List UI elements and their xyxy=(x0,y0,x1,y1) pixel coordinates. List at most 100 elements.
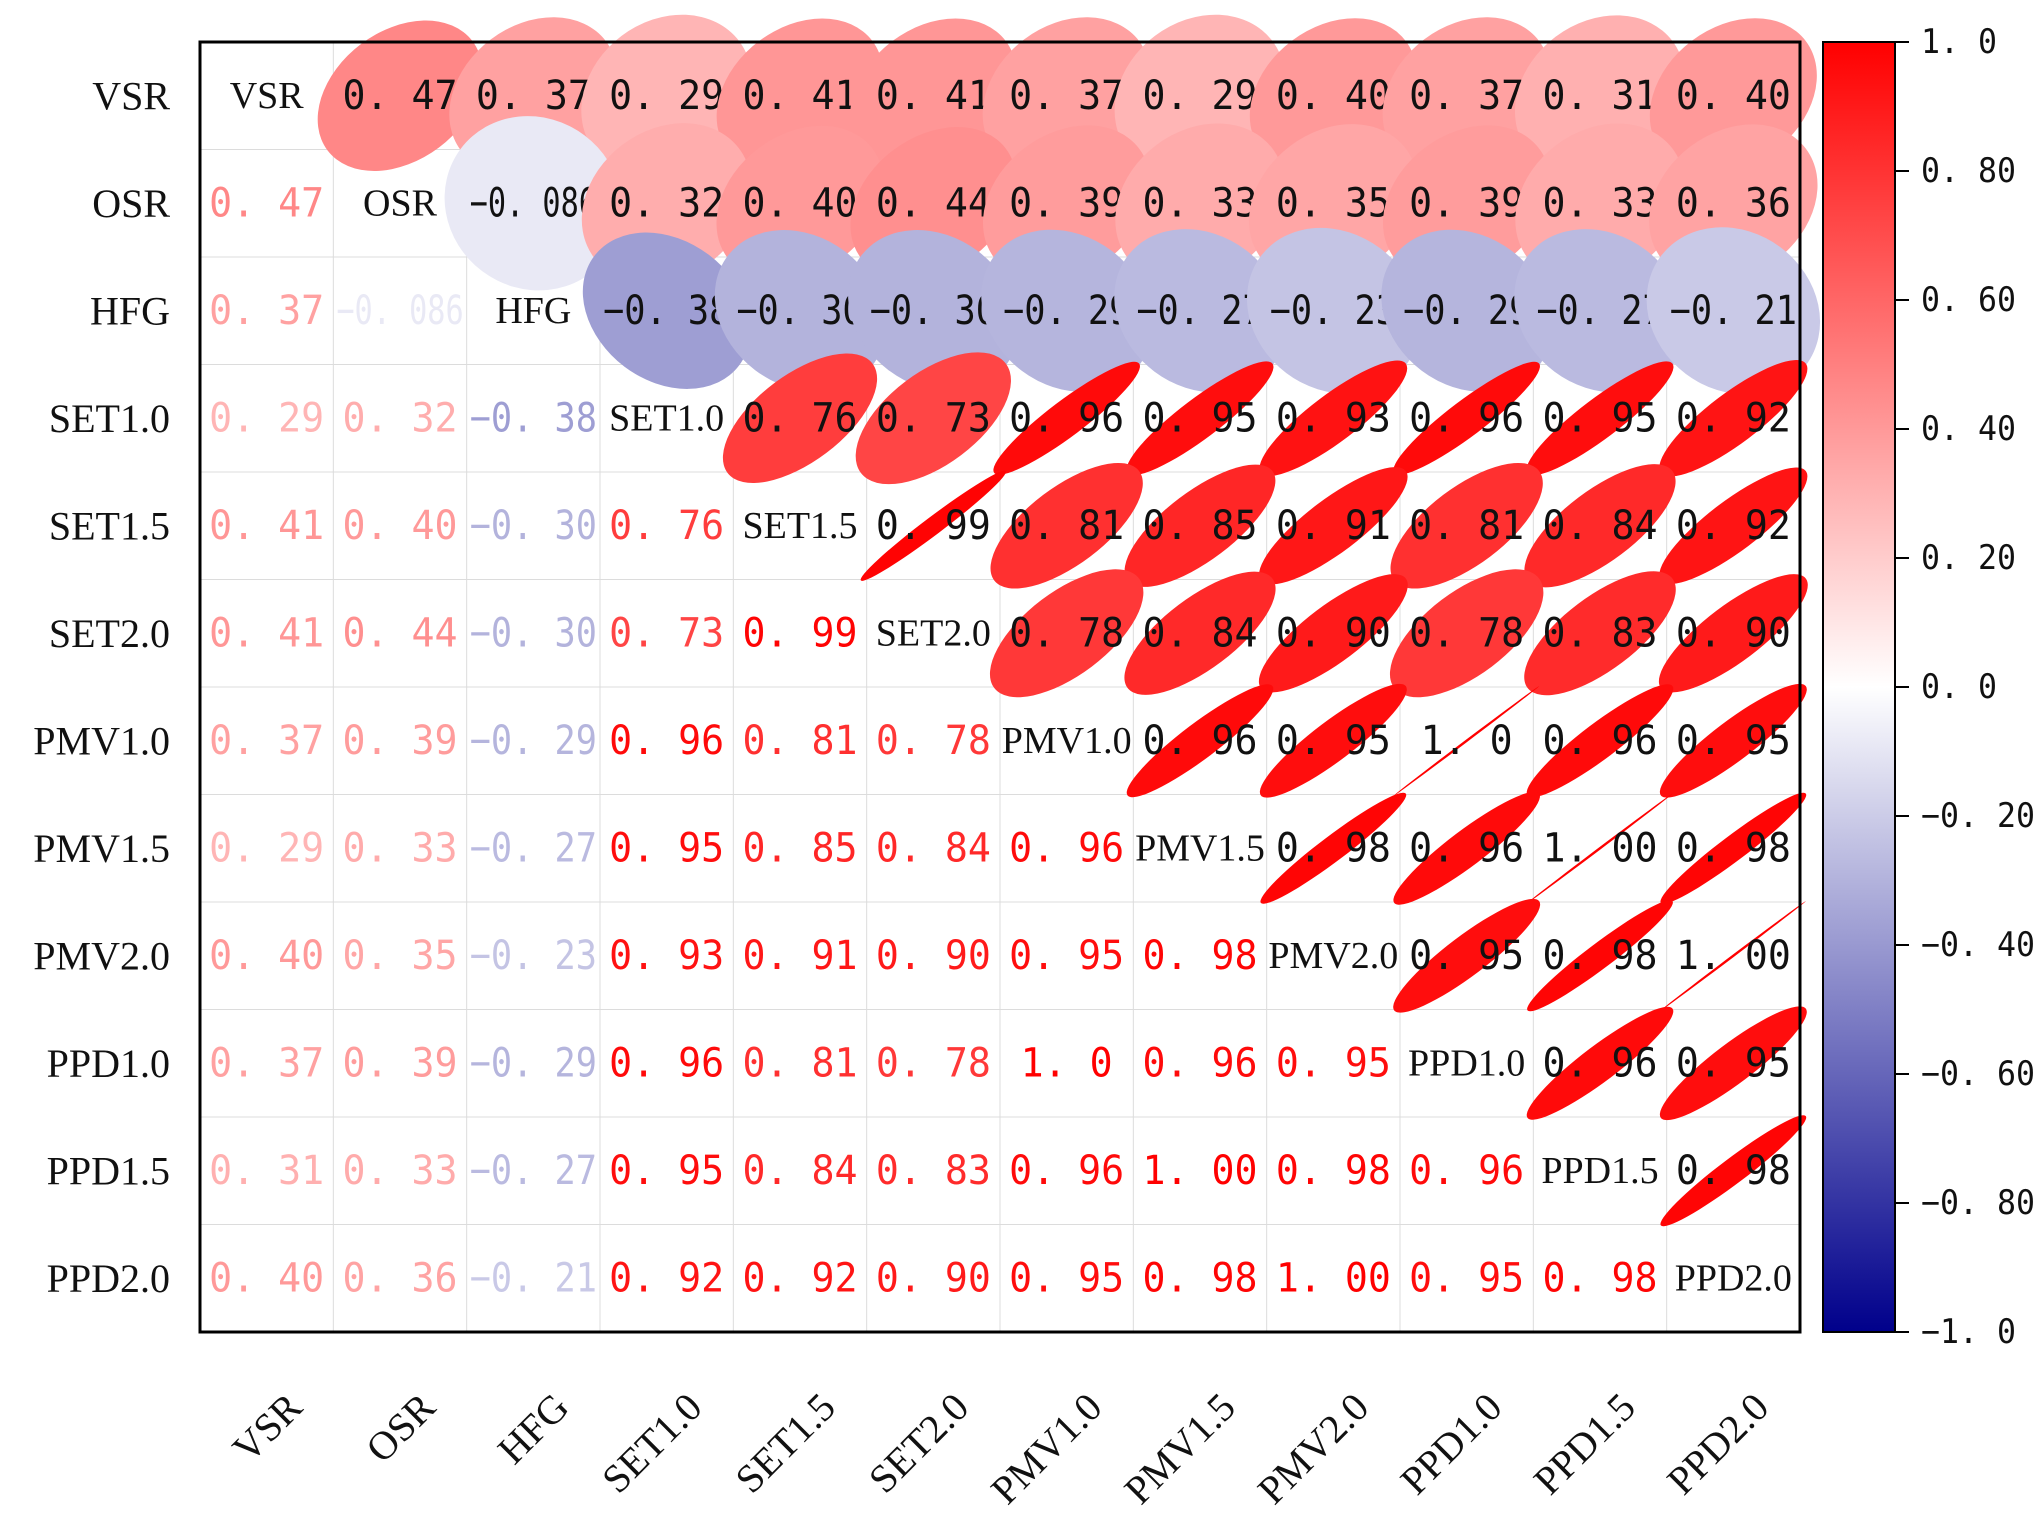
row-label: VSR xyxy=(92,73,170,118)
lower-value-label: 0. 95 xyxy=(1009,933,1124,979)
lower-value-label: 0. 39 xyxy=(343,718,458,764)
lower-value-label: 0. 95 xyxy=(609,1148,724,1194)
upper-value-label: 0. 81 xyxy=(1409,503,1524,549)
lower-value-label: −0. 29 xyxy=(470,1040,597,1086)
correlation-ellipse xyxy=(1646,227,1821,395)
colorbar-tick-label: 0. 60 xyxy=(1921,280,2016,320)
correlation-ellipse xyxy=(1258,574,1408,693)
upper-value-label: 0. 84 xyxy=(1143,610,1258,656)
row-label: SET2.0 xyxy=(49,611,170,656)
upper-value-label: 0. 47 xyxy=(343,73,458,119)
col-label: SET2.0 xyxy=(860,1384,977,1501)
lower-value-label: 0. 78 xyxy=(876,1040,991,1086)
diagonal-label: SET1.0 xyxy=(609,397,724,439)
lower-value-label: 0. 92 xyxy=(609,1255,724,1301)
lower-value-label: 0. 99 xyxy=(743,610,858,656)
lower-value-label: 0. 92 xyxy=(743,1255,858,1301)
row-label: PPD1.5 xyxy=(47,1148,170,1193)
upper-value-label: 0. 90 xyxy=(1276,610,1391,656)
diagonal-label: OSR xyxy=(363,182,438,224)
correlation-ellipse xyxy=(1660,1115,1807,1227)
correlation-ellipse xyxy=(1246,227,1420,394)
upper-value-label: −0. 21 xyxy=(1670,288,1797,334)
lower-value-label: 0. 40 xyxy=(343,503,458,549)
colorbar-tick-label: 0. 40 xyxy=(1921,409,2016,449)
correlation-ellipse xyxy=(1393,898,1541,1013)
lower-value-label: 0. 32 xyxy=(343,395,458,441)
upper-value-label: 0. 39 xyxy=(1009,180,1124,226)
upper-value-label: 0. 29 xyxy=(1143,73,1258,119)
upper-value-label: 0. 92 xyxy=(1676,395,1791,441)
row-label: PPD2.0 xyxy=(47,1256,170,1301)
lower-value-label: −0. 30 xyxy=(470,610,597,656)
lower-value-label: 0. 95 xyxy=(609,825,724,871)
colorbar-tick-label: −0. 80 xyxy=(1921,1183,2035,1223)
diagonal-label: PPD1.5 xyxy=(1541,1150,1658,1192)
col-label: HFG xyxy=(489,1384,577,1472)
row-label: SET1.0 xyxy=(49,396,170,441)
correlation-ellipse xyxy=(848,230,1019,392)
upper-value-label: 0. 96 xyxy=(1543,1040,1658,1086)
lower-value-label: 0. 91 xyxy=(743,933,858,979)
upper-value-label: 0. 95 xyxy=(1543,395,1658,441)
correlation-ellipse xyxy=(317,20,483,171)
lower-value-label: 0. 41 xyxy=(209,610,324,656)
correlation-ellipse xyxy=(582,232,751,389)
col-label: PPD2.0 xyxy=(1658,1384,1777,1503)
upper-value-label: 0. 95 xyxy=(1276,718,1391,764)
upper-value-label: 0. 33 xyxy=(1143,180,1258,226)
correlation-ellipse xyxy=(1126,684,1274,798)
lower-value-label: 0. 96 xyxy=(1409,1148,1524,1194)
lower-value-label: 1. 0 xyxy=(1021,1040,1113,1086)
lower-value-label: −0. 27 xyxy=(470,825,597,871)
diagonal-label: PMV2.0 xyxy=(1268,935,1398,977)
upper-value-label: 0. 96 xyxy=(1143,718,1258,764)
lower-value-label: 0. 84 xyxy=(743,1148,858,1194)
row-label: PMV1.0 xyxy=(33,718,170,763)
colorbar-gradient xyxy=(1822,41,1896,1333)
diagonal-label: PMV1.5 xyxy=(1135,827,1265,869)
upper-value-label: 0. 36 xyxy=(1676,180,1791,226)
upper-value-label: 0. 84 xyxy=(1543,503,1658,549)
col-label: SET1.0 xyxy=(593,1384,710,1501)
correlation-ellipse xyxy=(1394,686,1540,796)
correlation-ellipse xyxy=(860,470,1007,581)
lower-value-label: −0. 27 xyxy=(470,1148,597,1194)
col-label: PMV1.5 xyxy=(1115,1384,1243,1512)
upper-value-label: −0. 29 xyxy=(1403,288,1530,334)
col-label: PPD1.5 xyxy=(1525,1384,1644,1503)
upper-value-label: 0. 76 xyxy=(743,395,858,441)
lower-value-label: 0. 36 xyxy=(343,1255,458,1301)
col-label: OSR xyxy=(357,1384,444,1471)
col-label: VSR xyxy=(224,1384,311,1471)
upper-value-label: 0. 85 xyxy=(1143,503,1258,549)
diagonal-label: SET1.5 xyxy=(742,505,857,547)
upper-value-label: 0. 29 xyxy=(609,73,724,119)
correlation-ellipse xyxy=(1658,574,1808,693)
correlation-ellipse xyxy=(1524,464,1676,588)
lower-value-label: 0. 35 xyxy=(343,933,458,979)
upper-value-label: 0. 92 xyxy=(1676,503,1791,549)
upper-value-label: 0. 39 xyxy=(1409,180,1524,226)
correlation-ellipse xyxy=(981,229,1153,392)
lower-value-label: 1. 00 xyxy=(1143,1148,1258,1194)
lower-value-label: 0. 44 xyxy=(343,610,458,656)
upper-value-label: 0. 98 xyxy=(1543,933,1658,979)
lower-value-label: −0. 38 xyxy=(470,395,597,441)
upper-value-label: 0. 96 xyxy=(1409,395,1524,441)
diagonal-label: PPD2.0 xyxy=(1675,1257,1792,1299)
lower-value-label: 0. 40 xyxy=(209,1255,324,1301)
correlation-ellipse xyxy=(1659,1006,1807,1121)
correlation-ellipse xyxy=(1390,462,1543,589)
lower-value-label: 0. 73 xyxy=(609,610,724,656)
heatmap-cells: VSR 0. 47 0. 37 0. 29 0. 41 0. 41 0. 37 0. 29 0.… xyxy=(200,14,1821,1332)
diagonal-label: PMV1.0 xyxy=(1002,720,1132,762)
upper-value-label: 1. 0 xyxy=(1421,718,1513,764)
col-labels: VSR OSR HFG SET1.0 SET1.5 SET2.0 PMV1.0 PMV1.5 P… xyxy=(224,1384,1778,1513)
col-label: PPD1.0 xyxy=(1392,1384,1511,1503)
diagonal-label: VSR xyxy=(230,75,305,117)
row-labels: VSR OSR HFG SET1.0 SET1.5 SET2.0 PMV1.0 PMV1.5 P… xyxy=(33,73,170,1301)
colorbar-tick-label: 1. 0 xyxy=(1921,22,1997,62)
correlation-ellipse xyxy=(993,361,1140,475)
